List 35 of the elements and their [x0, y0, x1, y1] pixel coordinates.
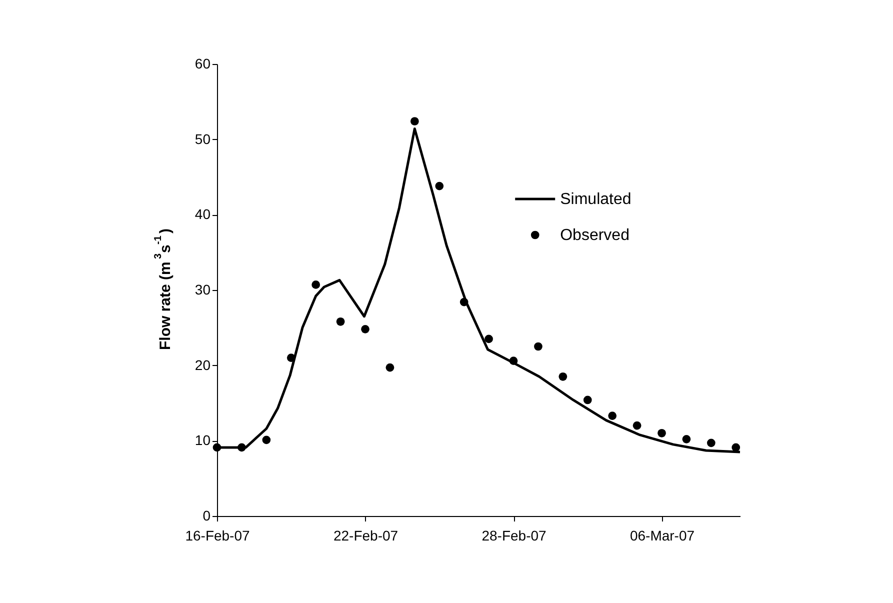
y-tick-label: 30 [194, 282, 211, 298]
legend-label: Simulated [560, 191, 632, 208]
y-tick-label: 0 [202, 508, 211, 524]
point [410, 117, 419, 126]
point [558, 372, 568, 381]
x-tick-label: 28-Feb-07 [482, 528, 547, 544]
point [386, 363, 394, 372]
x-tick-label: 22-Feb-07 [333, 528, 398, 544]
legend-label: Observed [560, 227, 630, 244]
point [336, 317, 345, 326]
point [484, 334, 493, 344]
point [534, 342, 542, 351]
point [583, 396, 592, 404]
point [212, 443, 222, 452]
point [460, 298, 468, 306]
point [658, 428, 666, 438]
x-tick-label: 16-Feb-07 [185, 528, 250, 544]
point [608, 412, 617, 420]
y-tick-label: 10 [194, 432, 211, 448]
y-tick-label: 60 [194, 56, 211, 72]
y-tick-label: 40 [194, 206, 211, 222]
point [509, 356, 518, 365]
point [682, 434, 691, 444]
point [361, 325, 370, 334]
point [632, 421, 642, 430]
point [732, 443, 740, 452]
point [312, 280, 320, 289]
point [262, 436, 271, 444]
point [435, 182, 444, 190]
y-tick-label: 20 [194, 356, 211, 373]
y-axis-title: Flow rate (m3s-1) [153, 228, 174, 350]
point [706, 438, 716, 448]
y-tick-label: 50 [194, 130, 211, 147]
x-tick-label: 06-Mar-07 [630, 528, 695, 544]
point [238, 443, 246, 452]
